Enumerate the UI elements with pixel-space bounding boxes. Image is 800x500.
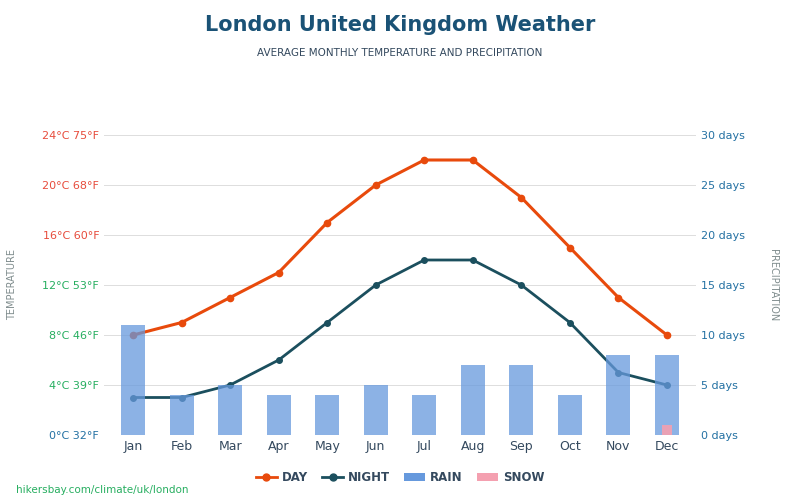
Text: London United Kingdom Weather: London United Kingdom Weather [205,15,595,35]
Bar [558,395,582,435]
Text: hikersbay.com/climate/uk/london: hikersbay.com/climate/uk/london [16,485,189,495]
Bar [461,365,485,435]
Bar [121,325,146,435]
Text: TEMPERATURE: TEMPERATURE [7,250,18,320]
Bar [218,385,242,435]
Bar [266,395,291,435]
Text: PRECIPITATION: PRECIPITATION [768,249,778,321]
Bar [412,395,436,435]
Legend: DAY, NIGHT, RAIN, SNOW: DAY, NIGHT, RAIN, SNOW [251,466,549,489]
Text: AVERAGE MONTHLY TEMPERATURE AND PRECIPITATION: AVERAGE MONTHLY TEMPERATURE AND PRECIPIT… [258,48,542,58]
Bar [606,355,630,435]
Bar [509,365,534,435]
Bar [364,385,388,435]
Bar [170,395,194,435]
Bar [662,425,672,435]
Bar [654,355,679,435]
Bar [315,395,339,435]
